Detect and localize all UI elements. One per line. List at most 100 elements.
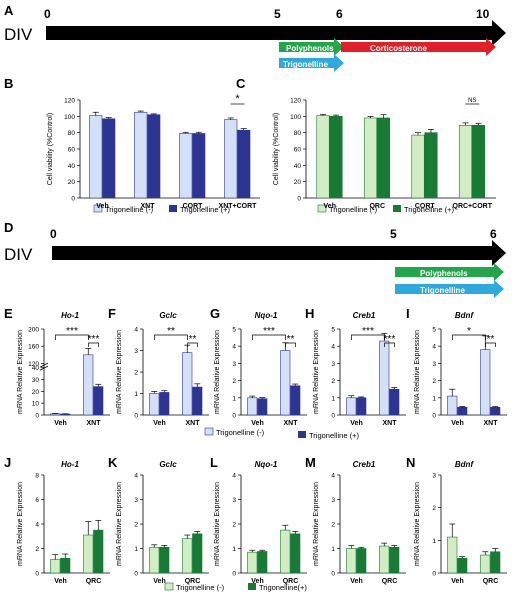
polyphenols-bar-a xyxy=(279,38,344,56)
legend-b: Trigonelline (-) Trigonelline (+) xyxy=(93,204,230,214)
y-tick-label-h: 1 xyxy=(331,395,335,402)
sig-bracket-e xyxy=(55,334,89,340)
timeline-d-tick-0: 0 xyxy=(50,227,57,241)
bar-l xyxy=(247,551,258,574)
y-tick-label-b: 60 xyxy=(68,147,76,154)
panel-label-l: L xyxy=(210,455,218,470)
chart-i: I Bdnf 0 1 2 3 4 5 mRNA Relative Expression Veh XN… xyxy=(406,306,507,427)
y-axis-label-g: mRNA Relative Expression xyxy=(214,330,221,414)
y-tick-label-g: 5 xyxy=(232,327,236,334)
timeline-d-label: DIV xyxy=(4,245,33,264)
y-tick-label-j: 8 xyxy=(35,473,39,480)
legend-jklmn: Trigonelline (-) Trigonelline(+) xyxy=(164,582,307,592)
y-tick-label-h: 3 xyxy=(331,361,335,368)
chart-j: J Ho-1 0 2 4 6 8 mRNA Relative Expression Veh QRC xyxy=(4,455,110,585)
x-tick-label-i: XNT xyxy=(484,420,499,427)
bar-n xyxy=(447,536,458,574)
x-tick-label-f: Veh xyxy=(153,420,165,427)
y-tick-label-k: 4 xyxy=(134,473,138,480)
y-tick-label-b: 40 xyxy=(68,163,76,170)
bar-i xyxy=(457,406,468,416)
y-tick-label-m: 4 xyxy=(331,473,335,480)
bar-f xyxy=(149,393,160,416)
x-tick-label-n: QRC xyxy=(483,578,499,585)
bar-b xyxy=(224,119,238,199)
y-tick-label-i: 1 xyxy=(432,395,436,402)
y-tick-label-c: 0 xyxy=(297,196,301,203)
y-tick-label-c: 60 xyxy=(294,147,302,154)
x-tick-label-h: Veh xyxy=(350,420,362,427)
timeline-a-arrow xyxy=(46,20,506,46)
y-tick-label-e: 30 xyxy=(32,377,40,384)
y-axis-label-b: Cell viability (%Control) xyxy=(47,113,54,185)
y-tick-label-m: 2 xyxy=(331,522,335,529)
timeline-d-tick-6: 6 xyxy=(490,227,497,241)
x-tick-label-e: Veh xyxy=(54,420,66,427)
y-axis-label-l: mRNA Relative Expression xyxy=(214,482,221,566)
y-tick-label-k: 3 xyxy=(134,497,138,504)
sig-bracket-g xyxy=(285,342,296,347)
bar-l xyxy=(257,551,268,574)
y-tick-label-h: 5 xyxy=(331,327,335,334)
y-axis-label-i: mRNA Relative Expression xyxy=(414,330,421,414)
chart-k: K Gclc 0 1 2 3 4 mRNA Relative Expression Veh QRC xyxy=(108,455,209,585)
legend-c-pos: Trigonelline (+) xyxy=(404,205,454,214)
polyphenols-bar-d xyxy=(395,263,504,281)
y-tick-label-h: 2 xyxy=(331,378,335,385)
sig-bracket-f xyxy=(154,334,188,340)
trigonelline-label-d: Trigonelline xyxy=(420,286,465,295)
gene-title-h: Creb1 xyxy=(353,311,376,320)
bar-m xyxy=(356,548,367,574)
bar-h xyxy=(356,397,367,416)
x-tick-label-c: Veh xyxy=(324,203,336,210)
bar-e xyxy=(50,413,61,416)
y-tick-label-b: 80 xyxy=(68,130,76,137)
panel-label-c: C xyxy=(236,76,246,91)
bar-n xyxy=(457,557,468,574)
legend-jklmn-swatch-neg xyxy=(164,582,174,591)
x-tick-label-n: Veh xyxy=(451,578,463,585)
y-tick-label-i: 3 xyxy=(432,361,436,368)
bar-i xyxy=(480,349,491,416)
x-tick-label-i: Veh xyxy=(451,420,463,427)
y-tick-label-c: 120 xyxy=(290,98,301,105)
y-tick-label-f: 0 xyxy=(134,413,138,420)
y-tick-label-k: 0 xyxy=(134,571,138,578)
y-axis-label-h: mRNA Relative Expression xyxy=(313,330,320,414)
y-tick-label-i: 5 xyxy=(432,327,436,334)
y-tick-label-i: 2 xyxy=(432,378,436,385)
timeline-a: A DIV 0 5 6 10 Polyphenols Corticosteron… xyxy=(4,3,506,72)
timeline-a-label: DIV xyxy=(4,25,33,44)
x-tick-label-g: XNT xyxy=(284,420,299,427)
x-tick-label-b: XNT+CORT xyxy=(219,203,258,210)
panel-label-m: M xyxy=(305,455,316,470)
sig-mark-h: *** xyxy=(362,326,374,337)
x-tick-label-m: QRC xyxy=(382,578,398,585)
y-tick-label-j: 2 xyxy=(35,546,39,553)
gene-title-j: Ho-1 xyxy=(61,460,79,469)
y-tick-label-n: 0 xyxy=(432,571,436,578)
y-tick-label-e: 200 xyxy=(28,327,39,334)
y-tick-label-m: 0 xyxy=(331,571,335,578)
bar-k xyxy=(182,538,193,574)
y-tick-label-i: 0 xyxy=(432,413,436,420)
y-axis-label-f: mRNA Relative Expression xyxy=(116,330,123,414)
legend-c-swatch-pos xyxy=(393,205,401,212)
bar-j xyxy=(83,534,94,574)
trigonelline-label-a: Trigonelline xyxy=(283,60,328,69)
polyphenols-label-a: Polyphenols xyxy=(286,44,334,53)
bar-l xyxy=(290,533,301,574)
y-tick-label-g: 2 xyxy=(232,378,236,385)
bar-j xyxy=(60,557,71,574)
gene-title-n: Bdnf xyxy=(455,460,475,469)
y-tick-label-c: 40 xyxy=(294,163,302,170)
y-axis-label-n: mRNA Relative Expression xyxy=(414,482,421,566)
y-tick-label-g: 1 xyxy=(232,395,236,402)
panel-label-e: E xyxy=(4,306,13,321)
y-tick-label-j: 0 xyxy=(35,571,39,578)
trigonelline-bar-a xyxy=(279,54,344,72)
x-tick-label-h: XNT xyxy=(383,420,398,427)
panel-label-h: H xyxy=(305,306,314,321)
